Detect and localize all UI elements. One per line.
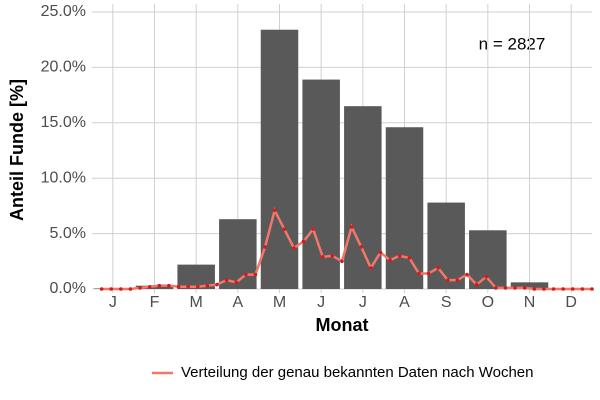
bar [260,29,299,290]
bar [219,219,257,289]
x-tick-label: N [524,294,536,311]
point [369,266,373,270]
y-tick-label: 10.0% [41,169,86,186]
bar [510,282,549,289]
point [253,272,258,277]
bar [427,202,465,289]
point [311,227,315,231]
x-tick-label: M [190,294,203,311]
point [359,245,364,249]
point [570,287,575,291]
point [561,287,565,291]
point [513,286,517,290]
point [272,208,277,213]
point [205,283,210,288]
point [138,286,142,290]
x-tick-label: A [232,294,243,311]
point [157,283,162,288]
point [234,280,239,285]
point [119,287,123,291]
x-axis-title: Monat [316,315,369,335]
line [101,206,592,291]
point [282,227,287,231]
point [397,253,402,258]
x-tick-label: F [150,294,160,311]
point [580,287,585,291]
x-tick-label: M [273,294,286,311]
point [417,271,421,276]
legend-label: Verteilung der genau bekannten Daten nac… [181,364,534,381]
annotation: n = 2827 [479,34,546,53]
point [484,275,489,279]
point [244,272,248,277]
point [349,225,354,229]
point [388,258,392,262]
point [195,284,200,289]
y-tick-label: 5.0% [50,225,86,242]
point [186,284,190,289]
point [426,271,431,276]
point [263,245,267,249]
point [590,287,594,291]
y-tick-label: 20.0% [41,59,86,76]
point [109,287,114,291]
point [465,272,469,277]
x-tick-label: J [359,294,367,311]
point [542,287,546,291]
y-tick-label: 0.0% [50,280,86,297]
point [340,259,344,264]
x-tick-label: A [399,294,410,311]
point [301,239,306,244]
bar [385,127,424,290]
x-tick-label: S [441,294,452,311]
point [176,284,181,289]
point [99,287,104,291]
point [532,287,537,291]
point [436,266,440,270]
point [494,286,498,290]
x-tick-label: D [565,294,577,311]
point [455,278,460,282]
point [292,246,296,250]
point [330,253,335,258]
point [215,282,219,287]
x-tick-label: J [109,294,117,311]
x-tick-label: O [482,294,494,311]
point [407,256,412,260]
point [474,282,479,287]
point [224,278,229,282]
y-axis-title: Anteil Funde [%] [7,79,27,221]
x-tick-label: J [317,294,325,311]
y-tick-label: 15.0% [41,114,86,131]
point [503,286,508,290]
point [551,287,556,291]
y-tick-label: 25.0% [41,3,86,20]
point [522,286,527,290]
point [167,283,171,288]
point [128,287,133,291]
point [378,250,383,255]
point [147,284,152,289]
point [445,278,450,282]
point [320,255,325,259]
